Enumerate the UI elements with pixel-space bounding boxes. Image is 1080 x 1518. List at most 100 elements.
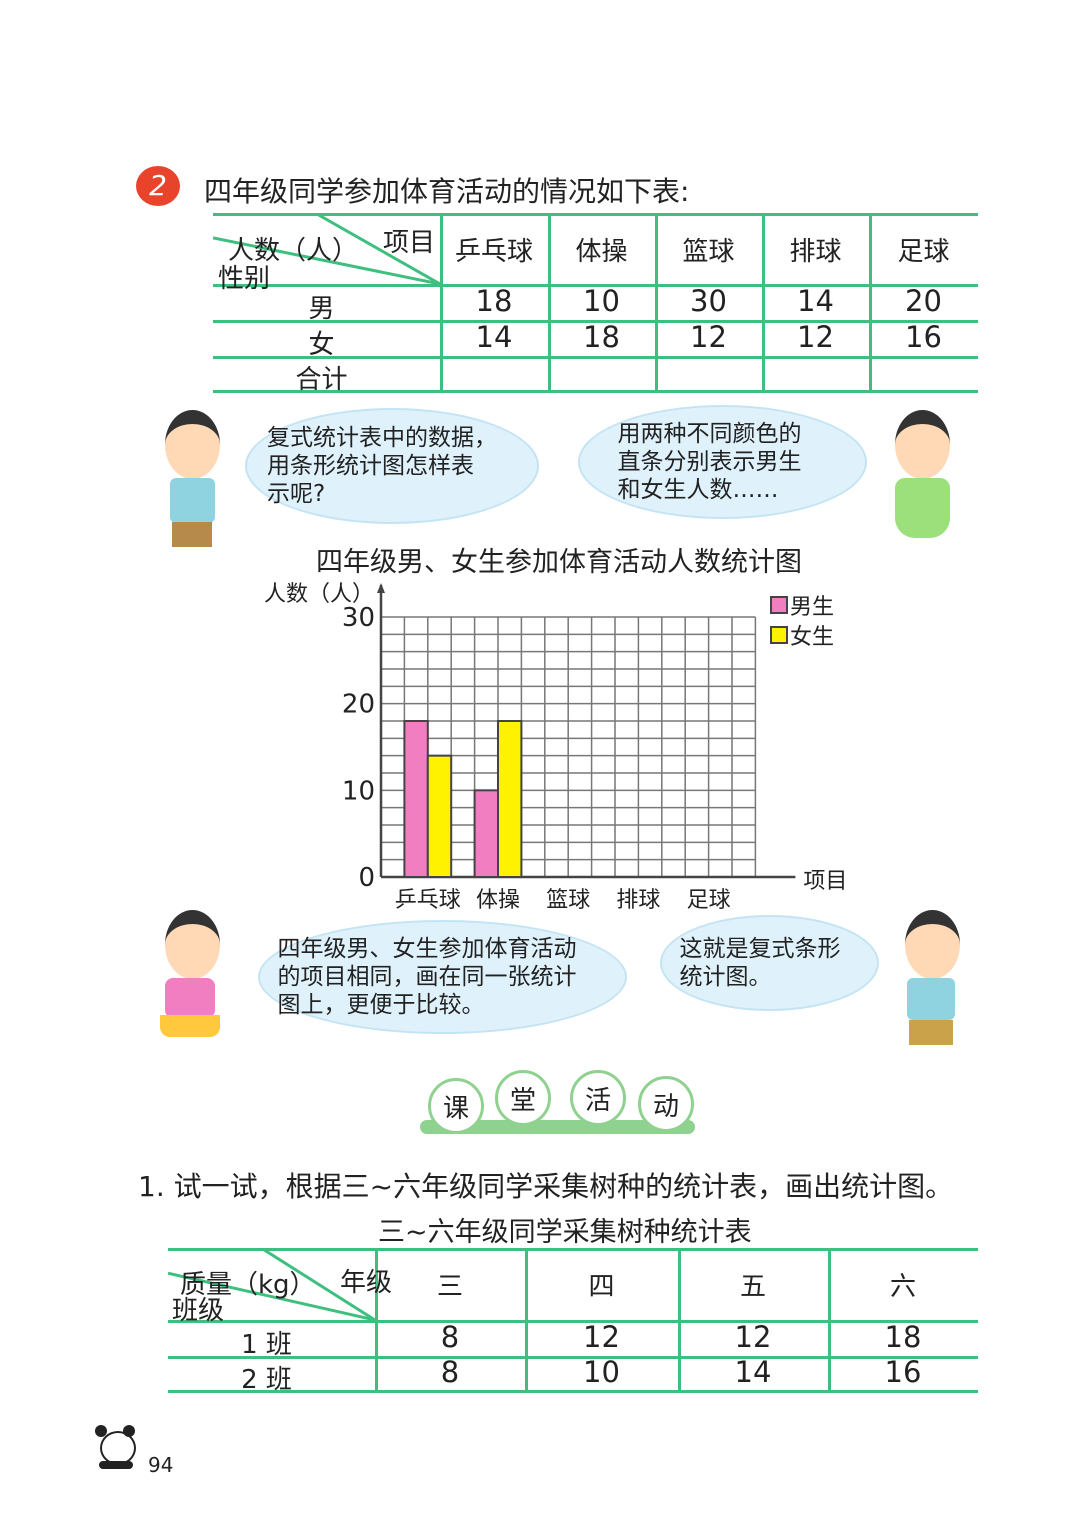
row-label: 合计 (295, 365, 348, 395)
column-header: 五 (739, 1272, 766, 1302)
y-tick-label: 20 (342, 690, 375, 720)
table-rule (213, 284, 978, 287)
speech-bubble-girl1: 用两种不同颜色的 直条分别表示男生 和女生人数…… (578, 405, 867, 519)
bubble-text: 四年级男、女生参加体育活动 的项目相同，画在同一张统计 图上，更便于比较。 (277, 936, 577, 1018)
legend-swatch (770, 596, 788, 614)
x-tick-label: 乒乓球 (395, 888, 461, 913)
page-number: 94 (148, 1453, 174, 1477)
column-header: 六 (889, 1272, 916, 1302)
row-label: 男 (308, 294, 335, 324)
activity-char: 活 (570, 1070, 626, 1126)
activity-char: 课 (428, 1078, 484, 1134)
girl-illustration (880, 410, 970, 550)
activity-char: 动 (638, 1076, 694, 1132)
legend-label: 男生 (790, 595, 834, 620)
column-header: 体操 (575, 236, 628, 267)
column-header: 乒乓球 (454, 236, 533, 267)
bar-boy (473, 789, 500, 878)
table-rule (168, 1248, 978, 1251)
problem-text: 四年级同学参加体育活动的情况如下表: (204, 175, 690, 208)
column-header: 排球 (789, 236, 842, 267)
bar-boy (403, 720, 429, 878)
activity-char: 堂 (495, 1070, 551, 1126)
table-rule (168, 1320, 978, 1323)
table-cell: 8 (440, 1355, 460, 1389)
speech-bubble-boy2: 这就是复式条形 统计图。 (660, 915, 879, 1011)
y-tick-label: 0 (358, 863, 375, 893)
table-cell: 16 (884, 1355, 922, 1389)
bubble-text: 这就是复式条形 统计图。 (679, 936, 841, 990)
exercise-table-title: 三~六年级同学采集树种统计表 (378, 1217, 752, 1248)
problem-number-icon: 2 (136, 166, 180, 206)
bar-girl (426, 754, 453, 879)
table-rule (440, 213, 443, 390)
x-tick-label: 足球 (687, 888, 731, 913)
table-cell: 8 (440, 1320, 460, 1354)
row-label: 2 班 (241, 1365, 292, 1395)
row-label: 女 (308, 330, 335, 360)
table-rule (213, 356, 978, 359)
y-tick-label: 10 (342, 776, 375, 806)
y-tick-label: 30 (342, 603, 375, 633)
table-cell: 14 (797, 284, 834, 318)
x-tick-label: 体操 (476, 888, 520, 913)
table-cell: 12 (690, 320, 727, 354)
corner-label-top: 年级 (340, 1268, 393, 1298)
table-rule (213, 390, 978, 393)
table-cell: 16 (905, 320, 942, 354)
bubble-text: 复式统计表中的数据， 用条形统计图怎样表 示呢? (267, 425, 497, 507)
chart-title: 四年级男、女生参加体育活动人数统计图 (316, 547, 802, 578)
y-axis-label: 人数（人） (264, 582, 374, 607)
speech-bubble-boy1: 复式统计表中的数据， 用条形统计图怎样表 示呢? (245, 408, 539, 524)
column-header: 四 (588, 1272, 615, 1302)
bar-girl (497, 720, 523, 878)
corner-label-top: 项目 (383, 228, 436, 258)
legend-swatch (770, 626, 788, 644)
legend-label: 女生 (790, 625, 834, 650)
table-rule (678, 1248, 681, 1390)
table-rule (375, 1248, 378, 1390)
bubble-text: 用两种不同颜色的 直条分别表示男生 和女生人数…… (617, 421, 802, 503)
table-rule (213, 320, 978, 323)
girl-illustration-2 (150, 910, 240, 1050)
table-rule (168, 1356, 978, 1359)
row-label: 1 班 (241, 1330, 292, 1360)
table-cell: 18 (583, 320, 620, 354)
activity-banner: 课 堂 活 动 (420, 1070, 695, 1140)
table-rule (869, 213, 872, 390)
column-header: 三 (436, 1272, 463, 1302)
y-axis-arrow (377, 583, 385, 593)
corner-label-middle: 质量（kg） (180, 1270, 316, 1300)
corner-label-bottom: 班级 (172, 1296, 225, 1326)
table-cell: 12 (583, 1320, 620, 1354)
corner-label-middle: 人数（人） (228, 236, 359, 266)
table-cell: 10 (583, 284, 620, 318)
boy-illustration-2 (895, 910, 975, 1055)
column-header: 足球 (897, 236, 950, 267)
table-rule (525, 1248, 528, 1390)
table-rule (168, 1390, 978, 1393)
table-cell: 12 (734, 1320, 772, 1354)
table-rule (762, 213, 765, 390)
table-rule (548, 213, 551, 390)
table-rule (213, 213, 978, 216)
table-cell: 10 (583, 1355, 620, 1389)
column-header: 篮球 (682, 236, 735, 267)
speech-bubble-girl2: 四年级男、女生参加体育活动 的项目相同，画在同一张统计 图上，更便于比较。 (258, 920, 627, 1034)
table-rule (655, 213, 658, 390)
corner-label-bottom: 性别 (218, 264, 271, 294)
exercise-text: 1. 试一试，根据三~六年级同学采集树种的统计表，画出统计图。 (138, 1170, 954, 1203)
x-tick-label: 篮球 (546, 888, 590, 913)
panda-icon (95, 1425, 137, 1470)
table-cell: 12 (797, 320, 834, 354)
x-axis-label: 项目 (803, 869, 847, 894)
table-cell: 18 (475, 284, 513, 318)
boy-illustration (160, 410, 230, 550)
table-cell: 14 (734, 1355, 772, 1389)
table-cell: 30 (690, 284, 727, 318)
diagonal-lines (213, 213, 440, 284)
table-cell: 20 (905, 284, 942, 318)
table-rule (828, 1248, 831, 1390)
